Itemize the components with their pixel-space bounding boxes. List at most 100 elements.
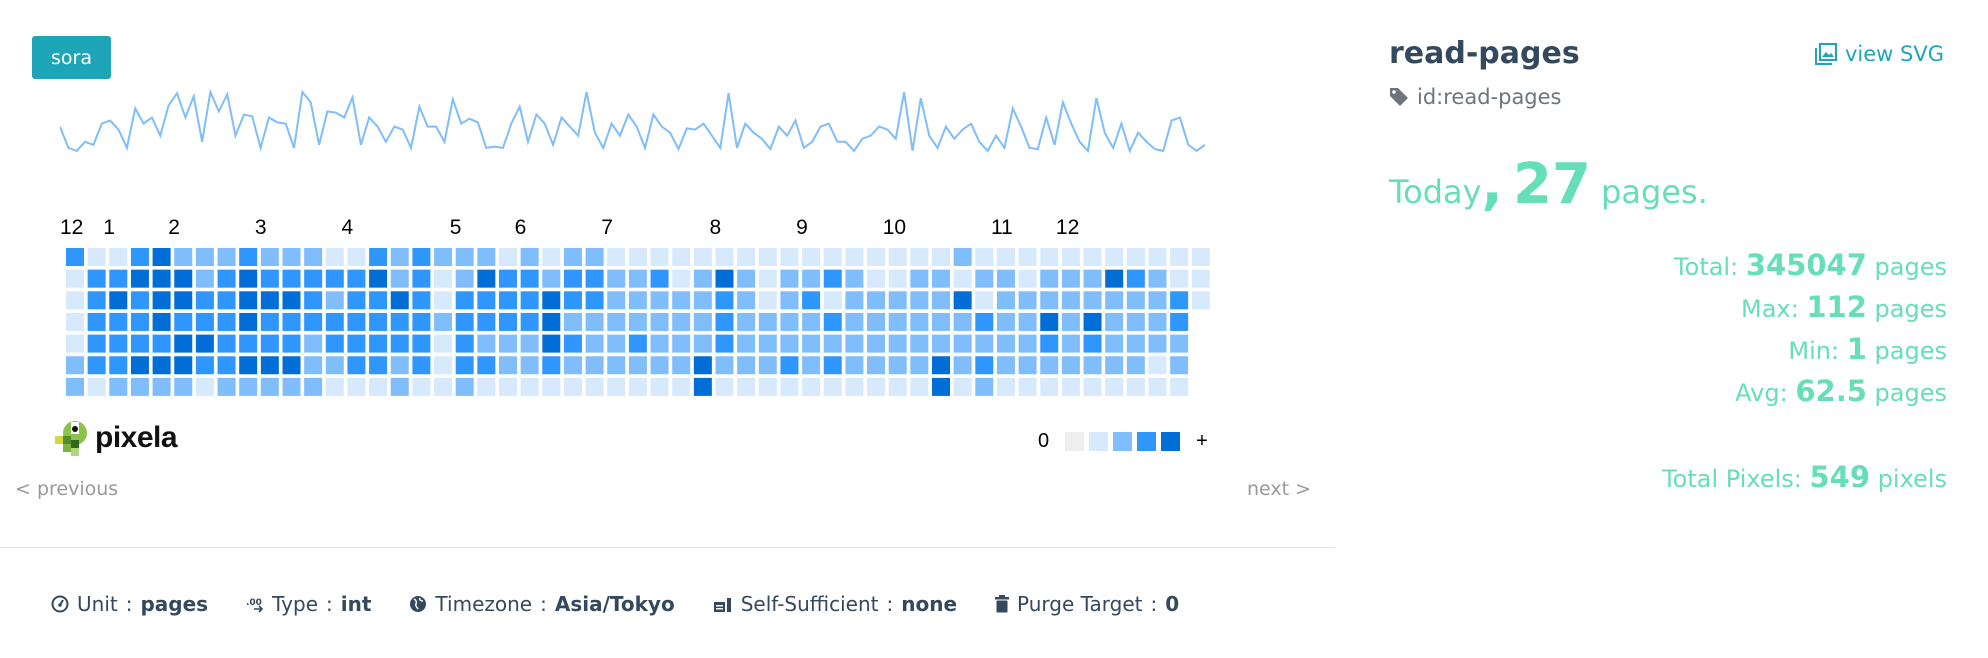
heatmap-cell[interactable] [260,248,279,266]
heatmap-cell[interactable] [1083,377,1102,396]
heatmap-cell[interactable] [888,248,907,266]
heatmap-cell[interactable] [1040,377,1059,396]
heatmap-cell[interactable] [412,356,431,375]
heatmap-cell[interactable] [780,269,799,288]
heatmap-cell[interactable] [563,248,582,266]
heatmap-cell[interactable] [87,312,106,331]
heatmap-cell[interactable] [975,334,994,353]
heatmap-cell[interactable] [780,312,799,331]
heatmap-cell[interactable] [823,248,842,266]
heatmap-cell[interactable] [585,356,604,375]
heatmap-cell[interactable] [1018,334,1037,353]
heatmap-cell[interactable] [477,334,496,353]
heatmap-cell[interactable] [347,269,366,288]
heatmap-cell[interactable] [195,377,214,396]
heatmap-cell[interactable] [802,291,821,310]
heatmap-cell[interactable] [174,269,193,288]
heatmap-cell[interactable] [672,312,691,331]
heatmap-cell[interactable] [109,291,128,310]
heatmap-cell[interactable] [628,356,647,375]
heatmap-cell[interactable] [217,291,236,310]
heatmap-cell[interactable] [845,248,864,266]
heatmap-cell[interactable] [672,356,691,375]
heatmap-cell[interactable] [1148,291,1167,310]
heatmap-cell[interactable] [1083,334,1102,353]
heatmap-cell[interactable] [607,334,626,353]
heatmap-cell[interactable] [1191,248,1210,266]
heatmap-cell[interactable] [910,269,929,288]
heatmap-cell[interactable] [650,356,669,375]
heatmap-cell[interactable] [174,356,193,375]
heatmap-cell[interactable] [607,377,626,396]
heatmap-cell[interactable] [174,248,193,266]
heatmap-cell[interactable] [888,334,907,353]
heatmap-cell[interactable] [910,291,929,310]
heatmap-cell[interactable] [628,269,647,288]
heatmap-cell[interactable] [758,248,777,266]
heatmap-cell[interactable] [542,334,561,353]
heatmap-cell[interactable] [66,291,84,310]
heatmap-cell[interactable] [715,334,734,353]
heatmap-cell[interactable] [455,248,474,266]
heatmap-cell[interactable] [499,291,517,310]
heatmap-cell[interactable] [1061,248,1080,266]
heatmap-cell[interactable] [823,269,842,288]
heatmap-cell[interactable] [737,248,756,266]
heatmap-cell[interactable] [910,334,929,353]
heatmap-cell[interactable] [975,312,994,331]
heatmap-cell[interactable] [1018,269,1037,288]
heatmap-cell[interactable] [304,269,323,288]
heatmap-cell[interactable] [563,377,582,396]
heatmap-cell[interactable] [1170,334,1189,353]
heatmap-cell[interactable] [867,356,886,375]
heatmap-cell[interactable] [1148,377,1167,396]
heatmap-cell[interactable] [325,291,344,310]
heatmap-cell[interactable] [996,356,1015,375]
heatmap-cell[interactable] [1126,356,1145,375]
heatmap-cell[interactable] [1061,291,1080,310]
heatmap-cell[interactable] [888,291,907,310]
heatmap-cell[interactable] [1148,334,1167,353]
heatmap-cell[interactable] [174,377,193,396]
heatmap-cell[interactable] [109,312,128,331]
heatmap-cell[interactable] [174,334,193,353]
heatmap-cell[interactable] [239,334,258,353]
heatmap-cell[interactable] [563,269,582,288]
next-link[interactable]: next > [1247,478,1312,500]
heatmap-cell[interactable] [650,291,669,310]
heatmap-cell[interactable] [520,269,539,288]
heatmap-cell[interactable] [390,269,409,288]
heatmap-cell[interactable] [217,269,236,288]
heatmap-cell[interactable] [455,334,474,353]
heatmap-cell[interactable] [1148,356,1167,375]
heatmap-cell[interactable] [434,334,453,353]
heatmap-cell[interactable] [347,377,366,396]
heatmap-cell[interactable] [455,312,474,331]
heatmap-cell[interactable] [563,356,582,375]
heatmap-cell[interactable] [195,334,214,353]
heatmap-cell[interactable] [325,269,344,288]
heatmap-cell[interactable] [932,291,950,310]
heatmap-cell[interactable] [845,334,864,353]
heatmap-cell[interactable] [239,269,258,288]
heatmap-cell[interactable] [260,291,279,310]
heatmap-cell[interactable] [347,291,366,310]
heatmap-cell[interactable] [369,334,388,353]
heatmap-cell[interactable] [823,312,842,331]
heatmap-cell[interactable] [369,269,388,288]
heatmap-cell[interactable] [542,312,561,331]
heatmap-cell[interactable] [737,312,756,331]
heatmap-cell[interactable] [953,291,972,310]
heatmap-cell[interactable] [109,377,128,396]
heatmap-cell[interactable] [304,248,323,266]
heatmap-cell[interactable] [780,377,799,396]
heatmap-cell[interactable] [888,377,907,396]
heatmap-cell[interactable] [390,377,409,396]
heatmap-cell[interactable] [477,356,496,375]
heatmap-cell[interactable] [542,248,561,266]
heatmap-cell[interactable] [737,269,756,288]
heatmap-cell[interactable] [477,291,496,310]
heatmap-cell[interactable] [650,334,669,353]
heatmap-cell[interactable] [369,377,388,396]
heatmap-cell[interactable] [1126,248,1145,266]
